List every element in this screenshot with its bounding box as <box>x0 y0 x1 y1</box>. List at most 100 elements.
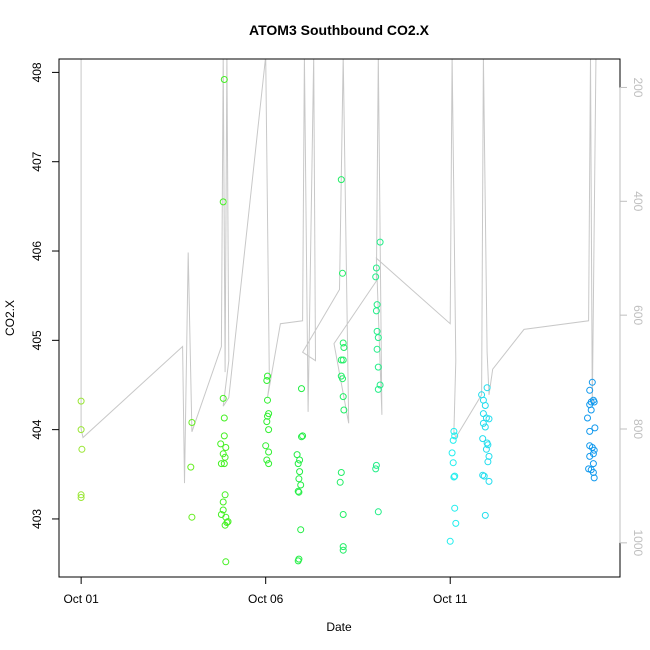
data-point <box>339 339 347 347</box>
data-point <box>219 394 227 402</box>
data-point <box>451 472 459 480</box>
data-point <box>217 440 225 448</box>
data-points <box>77 76 599 566</box>
data-point <box>219 506 227 514</box>
x-tick-label: Oct 01 <box>63 592 99 606</box>
y-tick-label: 405 <box>30 330 44 350</box>
data-point <box>220 432 228 440</box>
data-point <box>187 463 195 471</box>
data-point <box>372 461 380 469</box>
data-point <box>485 415 493 423</box>
data-point <box>294 557 302 565</box>
data-point <box>481 402 489 409</box>
data-point <box>587 406 595 414</box>
data-point <box>77 426 85 434</box>
data-point <box>374 508 382 516</box>
data-point <box>297 526 305 534</box>
data-point <box>265 426 273 434</box>
x-tick-label: Oct 11 <box>433 592 468 606</box>
data-point <box>339 356 347 364</box>
chart-title: ATOM3 Southbound CO2.X <box>249 22 430 38</box>
data-point <box>299 432 307 440</box>
data-point <box>484 441 492 449</box>
data-point <box>479 419 487 427</box>
data-point <box>220 414 228 422</box>
x-axis-label: Date <box>326 620 352 634</box>
data-point <box>77 494 85 501</box>
data-point <box>262 442 270 450</box>
data-point <box>296 468 304 476</box>
data-point <box>339 393 347 401</box>
data-point <box>374 385 382 393</box>
data-point <box>339 375 346 383</box>
data-point <box>78 445 86 453</box>
data-point <box>449 459 457 467</box>
y-tick-label: 406 <box>30 241 44 261</box>
data-point <box>485 477 493 485</box>
y2-tick-label: 200 <box>631 77 645 97</box>
x-axis: Oct 01 Oct 06 Oct 11 <box>63 576 468 606</box>
data-point <box>586 427 594 435</box>
data-point <box>481 511 489 519</box>
data-point <box>450 473 458 481</box>
data-point <box>220 460 228 468</box>
data-point <box>589 460 597 468</box>
data-point <box>373 345 381 353</box>
profile-line <box>80 59 597 484</box>
profile-lines <box>80 59 597 484</box>
data-point <box>296 456 304 464</box>
data-point <box>450 427 458 435</box>
y-axis-label: CO2.X <box>3 300 17 336</box>
data-point <box>219 450 227 458</box>
data-point <box>480 472 488 480</box>
data-point <box>590 474 598 482</box>
y2-tick-label: 600 <box>631 305 645 325</box>
y2-tick-label: 1000 <box>631 529 645 556</box>
data-point <box>222 558 230 566</box>
data-point <box>590 446 598 454</box>
data-point <box>188 513 196 521</box>
data-point <box>264 412 271 420</box>
data-point <box>479 435 487 443</box>
data-point <box>264 372 271 380</box>
data-point <box>588 378 596 386</box>
x-tick-label: Oct 06 <box>248 592 284 606</box>
data-point <box>591 424 599 432</box>
data-point <box>339 511 347 518</box>
data-point <box>337 176 345 184</box>
data-point <box>451 432 459 440</box>
data-point <box>452 519 460 527</box>
data-point <box>339 543 347 551</box>
data-point <box>376 238 384 246</box>
data-point <box>586 386 594 394</box>
data-point <box>295 488 303 496</box>
data-point <box>451 504 459 512</box>
y-tick-label: 407 <box>30 151 44 171</box>
data-point <box>483 384 491 392</box>
y-tick-label: 408 <box>30 62 44 82</box>
data-point <box>374 334 382 342</box>
y-tick-label: 404 <box>30 419 44 439</box>
data-point <box>374 363 382 371</box>
data-point <box>265 448 273 456</box>
data-point <box>294 487 302 495</box>
data-point <box>297 481 305 489</box>
data-point <box>336 478 344 486</box>
y2-axis: 200 400 600 800 1000 <box>619 77 645 557</box>
data-point <box>265 460 273 468</box>
data-point <box>264 396 271 404</box>
data-point <box>263 418 271 426</box>
data-point <box>223 519 231 526</box>
data-point <box>337 356 345 364</box>
data-point <box>340 406 348 414</box>
data-point <box>263 377 271 384</box>
data-point <box>448 449 456 457</box>
data-point <box>219 198 227 206</box>
data-point <box>372 264 380 272</box>
data-point <box>222 444 230 451</box>
data-point <box>295 475 303 483</box>
data-point <box>220 76 228 83</box>
y2-tick-label: 800 <box>631 419 645 439</box>
